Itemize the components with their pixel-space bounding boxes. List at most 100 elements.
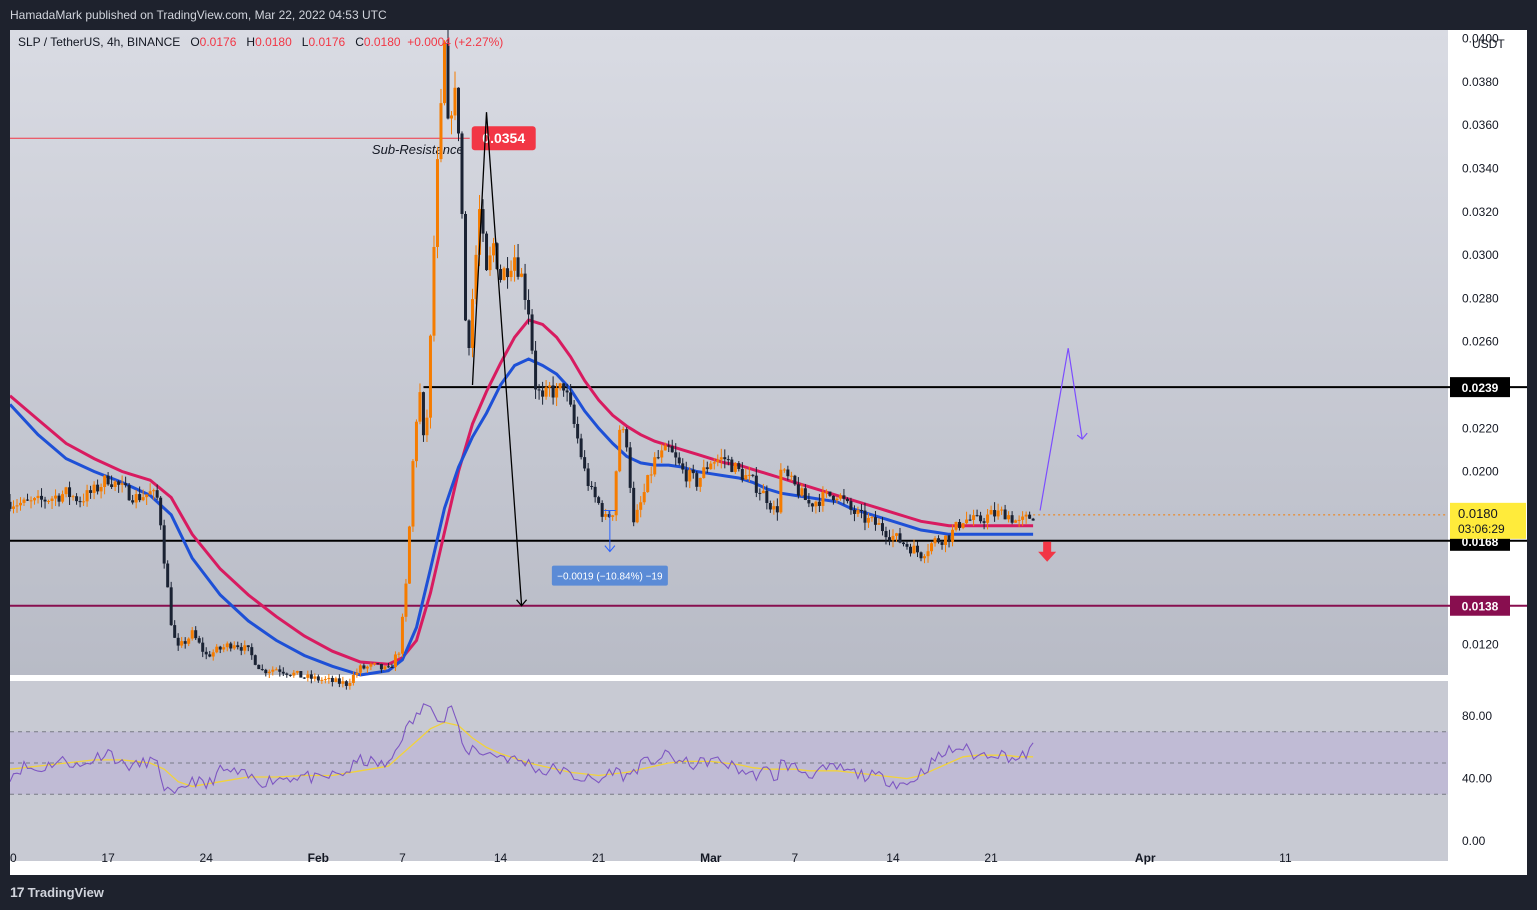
candle-body — [211, 652, 215, 657]
candle-body — [789, 475, 793, 477]
candle-body — [775, 506, 779, 513]
tradingview-logo[interactable]: 17 TradingView — [10, 884, 104, 900]
current-price-label: 0.0180 — [1458, 506, 1498, 521]
candle-body — [527, 299, 531, 315]
candle-body — [78, 501, 82, 503]
candle-body — [19, 502, 23, 506]
candle-body — [10, 501, 12, 509]
chart-frame[interactable]: 0.0120 0.0200 0.0220 0.0260 0.0280 0.0300 0.03… — [10, 30, 1527, 875]
candle-body — [982, 521, 986, 523]
candle-body — [26, 499, 30, 501]
candle-body — [534, 350, 538, 390]
candle-body — [891, 535, 895, 541]
candle-body — [295, 671, 299, 673]
candle-body — [996, 510, 1000, 517]
candle-body — [916, 545, 920, 553]
candle-body — [348, 682, 352, 686]
candle-body — [386, 666, 390, 668]
candle-body — [751, 474, 755, 476]
price-tick-label: 0.0320 — [1462, 205, 1499, 219]
candle-body — [754, 475, 758, 493]
candle-body — [474, 254, 478, 300]
candle-body — [103, 475, 107, 488]
rsi-pane-bg — [10, 681, 1448, 861]
candle-body — [558, 383, 562, 388]
candle-body — [793, 475, 797, 485]
candle-body — [201, 642, 205, 652]
candle-body — [831, 495, 835, 501]
candle-body — [516, 257, 520, 277]
candle-body — [113, 481, 117, 488]
candle-body — [85, 490, 89, 502]
candle-body — [733, 463, 737, 472]
candle-body — [520, 273, 524, 277]
candle-body — [912, 545, 916, 554]
candle-body — [425, 417, 429, 436]
candle-body — [159, 497, 163, 526]
candle-body — [611, 515, 615, 517]
candle-body — [537, 389, 541, 391]
currency-label: USDT — [1472, 37, 1505, 51]
candle-body — [712, 462, 716, 464]
candle-body — [716, 459, 720, 463]
candle-body — [239, 647, 243, 651]
candle-body — [110, 484, 114, 488]
time-tick-label: 21 — [592, 851, 606, 865]
candle-body — [1031, 518, 1035, 521]
candle-body — [225, 643, 229, 648]
ema-slow-line — [10, 318, 1034, 666]
candle-body — [923, 556, 927, 559]
candle-body — [369, 664, 373, 667]
time-tick-label: Apr — [1135, 851, 1156, 865]
price-tick-label: 0.0280 — [1462, 291, 1499, 305]
candle-body — [1017, 519, 1021, 521]
candle-body — [944, 535, 948, 545]
candle-body — [765, 490, 769, 504]
candle-body — [555, 387, 559, 398]
candle-body — [509, 270, 513, 278]
candle-body — [180, 641, 184, 646]
time-tick-label: 14 — [494, 851, 508, 865]
chart-canvas[interactable]: 0.0120 0.0200 0.0220 0.0260 0.0280 0.0300 0.03… — [10, 30, 1527, 875]
candle-body — [824, 491, 828, 493]
candle-body — [621, 429, 625, 431]
candle-body — [674, 452, 678, 458]
candle-body — [96, 484, 100, 492]
candle-body — [1010, 515, 1014, 523]
price-tick-label: 0.0340 — [1462, 162, 1499, 176]
candle-body — [152, 490, 156, 492]
candle-body — [257, 664, 261, 670]
candle-body — [730, 459, 734, 472]
candle-body — [979, 515, 983, 522]
candle-body — [670, 446, 674, 453]
candle-body — [894, 533, 898, 536]
candle-body — [800, 488, 804, 496]
candle-body — [29, 500, 33, 502]
candle-body — [89, 490, 93, 493]
candle-body — [467, 320, 471, 348]
candle-body — [1021, 516, 1025, 520]
candle-body — [779, 469, 783, 513]
candle-body — [492, 243, 496, 256]
candle-body — [814, 501, 818, 507]
candle-body — [302, 677, 306, 679]
candle-body — [407, 526, 411, 584]
candle-body — [628, 447, 632, 488]
candle-body — [772, 506, 776, 510]
time-tick-label: 21 — [984, 851, 998, 865]
candle-body — [327, 677, 331, 680]
time-tick-label: 7 — [792, 851, 799, 865]
symbol-title: SLP / TetherUS, 4h, BINANCE — [18, 35, 181, 49]
level-badge — [1450, 595, 1510, 616]
candle-body — [281, 671, 285, 674]
low-label: L — [301, 35, 309, 49]
candle-body — [15, 505, 19, 507]
candle-body — [845, 498, 849, 502]
close-label: C — [355, 35, 364, 49]
candle-body — [390, 667, 394, 669]
time-tick-label: 24 — [200, 851, 214, 865]
candle-body — [358, 665, 362, 673]
candle-body — [744, 475, 748, 480]
candle-body — [250, 647, 254, 656]
pane-separator — [10, 675, 1448, 685]
